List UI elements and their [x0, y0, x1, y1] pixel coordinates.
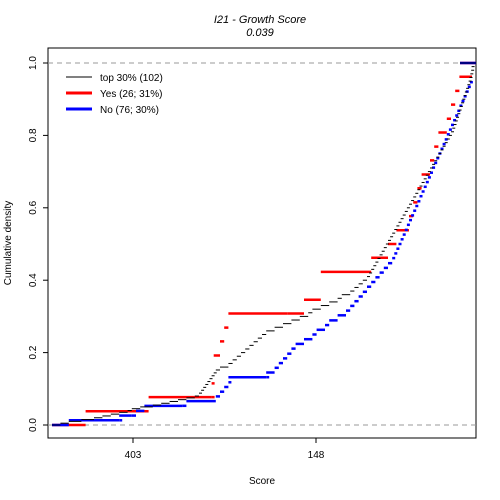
legend-label-no: No (76; 30%) [100, 105, 159, 116]
y-tick-label-5: 1.0 [28, 56, 39, 70]
legend-label-yes: Yes (26; 31%) [100, 89, 162, 100]
y-tick-label-2: 0.4 [28, 273, 39, 287]
plot-frame [47, 47, 477, 439]
y-tick-label-4: 0.8 [28, 128, 39, 142]
chart-title: I21 - Growth Score [214, 14, 306, 26]
series-1 [52, 61, 476, 427]
reference-lines [48, 62, 476, 426]
y-tick-label-0: 0.0 [28, 418, 39, 432]
series-layer [52, 61, 476, 427]
axis-layer: 0.0 0.2 0.4 0.6 0.8 1.0 403 148 [28, 56, 325, 461]
series-0 [52, 62, 476, 426]
x-axis-label: Score [249, 476, 276, 487]
y-tick-label-3: 0.6 [28, 200, 39, 214]
legend-label-top30: top 30% (102) [100, 73, 163, 84]
legend: top 30% (102) Yes (26; 31%) No (76; 30%) [66, 73, 163, 116]
y-axis-label: Cumulative density [3, 201, 14, 285]
series-2 [52, 61, 476, 427]
chart-subtitle: 0.039 [246, 27, 274, 39]
x-tick-label-1: 148 [308, 450, 325, 461]
x-tick-label-0: 403 [125, 450, 142, 461]
y-tick-label-1: 0.2 [28, 345, 39, 359]
